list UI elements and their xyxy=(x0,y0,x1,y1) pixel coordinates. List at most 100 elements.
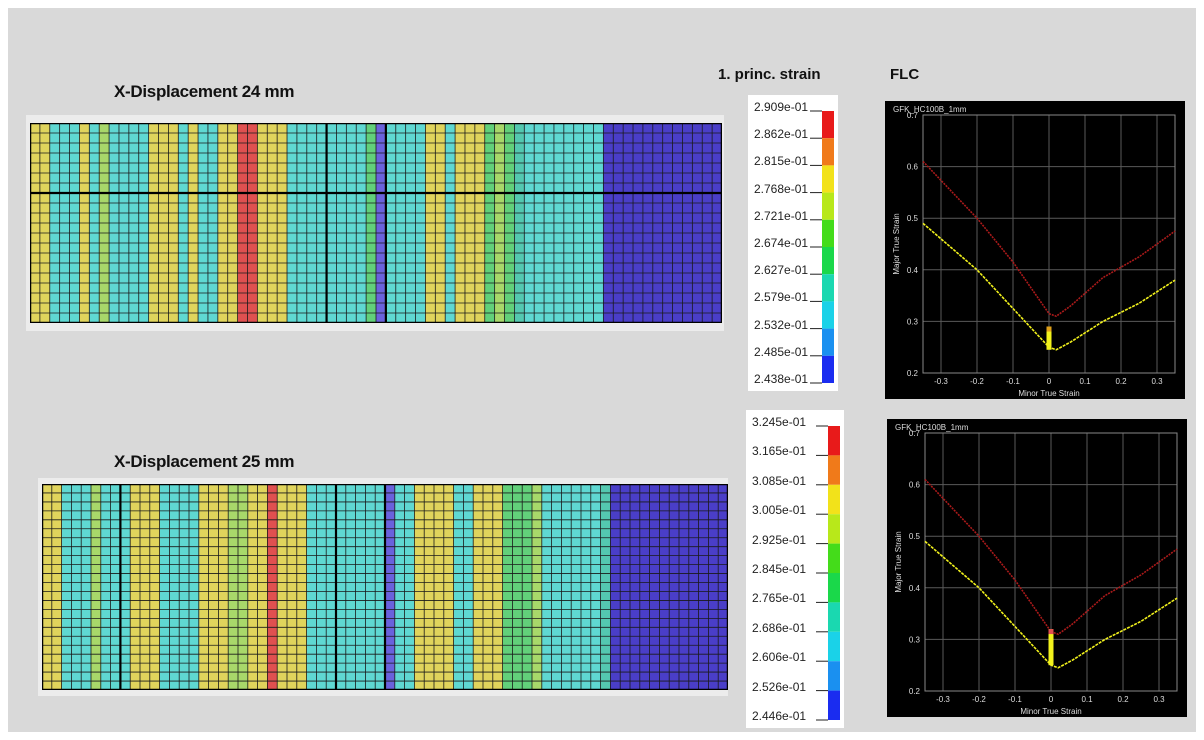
legend-color-band xyxy=(828,484,840,515)
figure-background: 1. princ. strain FLC X-Displacement 24 m… xyxy=(8,8,1196,732)
flc-title: GFK_HC100B_1mm xyxy=(893,105,967,114)
legend-color-band xyxy=(828,514,840,544)
flc-axes-frame xyxy=(922,114,1176,374)
flc-ytick-label: 0.5 xyxy=(907,214,919,223)
panel-1-legend-bar xyxy=(810,110,834,384)
flc-xtick-label: 0.1 xyxy=(1081,695,1093,704)
legend-color-band xyxy=(822,247,834,275)
strain-header: 1. princ. strain xyxy=(718,66,821,83)
flc-ytick-label: 0.4 xyxy=(907,266,919,275)
panel-2-legend: 3.245e-01 3.165e-01 3.085e-01 3.005e-01 2.92… xyxy=(746,410,844,728)
legend-tick-label: 3.085e-01 xyxy=(752,473,807,488)
legend-tick-label: 2.765e-01 xyxy=(752,591,807,606)
panel-1-mesh xyxy=(30,123,722,323)
panel-2-flc-plot: GFK_HC100B_1mm -0.3 -0.2 -0.1 0 0.1 0.2 0.3 0.2 0… xyxy=(894,423,1178,716)
mesh-band xyxy=(91,484,101,690)
legend-tick-label: 2.485e-01 xyxy=(754,344,809,359)
legend-tick-label: 3.005e-01 xyxy=(752,503,807,518)
panel-1-mesh-frame xyxy=(26,115,724,331)
legend-color-band xyxy=(822,301,834,329)
flc-xtick-label: 0.3 xyxy=(1151,377,1163,386)
flc-ytick-label: 0.3 xyxy=(907,317,919,326)
flc-ylabel: Major True Strain xyxy=(892,213,901,274)
legend-color-band xyxy=(822,355,834,383)
flc-ytick-label: 0.7 xyxy=(907,111,919,120)
legend-tick-label: 2.909e-01 xyxy=(754,100,809,114)
mesh-grid xyxy=(30,123,722,323)
mesh-border xyxy=(30,123,722,323)
flc-strain-marker xyxy=(1046,326,1052,350)
legend-tick-label: 2.579e-01 xyxy=(754,290,809,305)
legend-tick-label: 2.925e-01 xyxy=(752,532,807,547)
flc-xtick-label: 0 xyxy=(1049,695,1054,704)
flc-ytick-label: 0.7 xyxy=(909,429,921,438)
legend-color-band xyxy=(822,219,834,247)
mesh-band xyxy=(61,484,91,690)
flc-xtick-label: -0.2 xyxy=(972,695,986,704)
legend-tick-label: 2.446e-01 xyxy=(752,709,807,723)
panel-1-legend: 2.909e-01 2.862e-01 2.815e-01 2.768e-01 2.72… xyxy=(748,95,838,391)
flc-strain-marker xyxy=(1048,629,1054,666)
legend-color-band xyxy=(828,602,840,632)
flc-xlabel: Minor True Strain xyxy=(1018,389,1079,398)
legend-tick-label: 2.438e-01 xyxy=(754,372,809,386)
legend-color-band xyxy=(822,328,834,356)
flc-series-line xyxy=(924,540,1178,669)
flc-xlabel: Minor True Strain xyxy=(1020,707,1081,716)
flc-axes-frame xyxy=(924,432,1178,692)
legend-color-band xyxy=(828,455,840,485)
flc-strain-marker-top xyxy=(1048,629,1054,635)
mesh-band xyxy=(532,484,542,690)
flc-series-line xyxy=(922,160,1176,318)
mesh-band xyxy=(277,484,307,690)
flc-xtick-label: -0.2 xyxy=(970,377,984,386)
flc-ytick-label: 0.2 xyxy=(909,687,921,696)
mesh-border xyxy=(42,484,728,690)
flc-ytick-label: 0.5 xyxy=(909,532,921,541)
mesh-band xyxy=(130,484,160,690)
legend-tick-label: 2.686e-01 xyxy=(752,620,807,635)
flc-xtick-label: 0.1 xyxy=(1079,377,1091,386)
flc-ytick-label: 0.4 xyxy=(909,584,921,593)
flc-strain-marker-top xyxy=(1046,326,1052,332)
flc-xtick-label: 0 xyxy=(1047,377,1052,386)
panel-2-mesh xyxy=(42,484,728,690)
legend-tick-label: 3.245e-01 xyxy=(752,415,807,429)
flc-ytick-label: 0.3 xyxy=(909,635,921,644)
panel-2-title: X-Displacement 25 mm xyxy=(114,452,295,471)
legend-tick-label: 2.768e-01 xyxy=(754,181,809,196)
flc-xtick-label: -0.3 xyxy=(936,695,950,704)
legend-tick-label: 2.845e-01 xyxy=(752,562,807,576)
legend-tick-label: 2.862e-01 xyxy=(754,127,809,142)
legend-color-band xyxy=(822,274,834,302)
flc-series-line xyxy=(922,222,1176,351)
legend-color-band xyxy=(822,192,834,220)
legend-tick-label: 2.674e-01 xyxy=(754,236,809,250)
legend-tick-label: 2.627e-01 xyxy=(754,263,809,278)
legend-color-band xyxy=(828,573,840,603)
mesh-band xyxy=(100,484,131,690)
legend-color-band xyxy=(828,690,840,720)
mesh-band xyxy=(267,484,278,690)
legend-color-band xyxy=(828,661,840,691)
flc-ytick-label: 0.6 xyxy=(907,163,919,172)
panel-1-flc-chart: GFK_HC100B_1mm -0.3 -0.2 -0.1 0 0.1 0.2 0.3 0.2 0… xyxy=(885,101,1185,399)
legend-tick-label: 2.526e-01 xyxy=(752,679,807,694)
flc-xtick-label: -0.1 xyxy=(1008,695,1022,704)
legend-color-band xyxy=(822,138,834,166)
legend-tick-label: 2.606e-01 xyxy=(752,650,807,665)
mesh-band xyxy=(385,484,395,690)
flc-xtick-label: 0.2 xyxy=(1115,377,1127,386)
mesh-band xyxy=(600,484,611,690)
flc-xtick-label: 0.3 xyxy=(1153,695,1165,704)
flc-ylabel: Major True Strain xyxy=(894,531,903,592)
flc-ytick-label: 0.6 xyxy=(909,481,921,490)
mesh-band xyxy=(473,484,503,690)
flc-xtick-label: -0.3 xyxy=(934,377,948,386)
panel-1-flc-plot: GFK_HC100B_1mm -0.3 -0.2 -0.1 0 0.1 0.2 0.3 0.2 0… xyxy=(892,105,1176,398)
legend-tick-label: 2.721e-01 xyxy=(754,208,809,223)
flc-series-line xyxy=(924,478,1178,636)
legend-color-band xyxy=(828,631,840,662)
panel-2-flc-chart: GFK_HC100B_1mm -0.3 -0.2 -0.1 0 0.1 0.2 0.3 0.2 0… xyxy=(887,419,1187,717)
flc-header: FLC xyxy=(890,66,920,83)
